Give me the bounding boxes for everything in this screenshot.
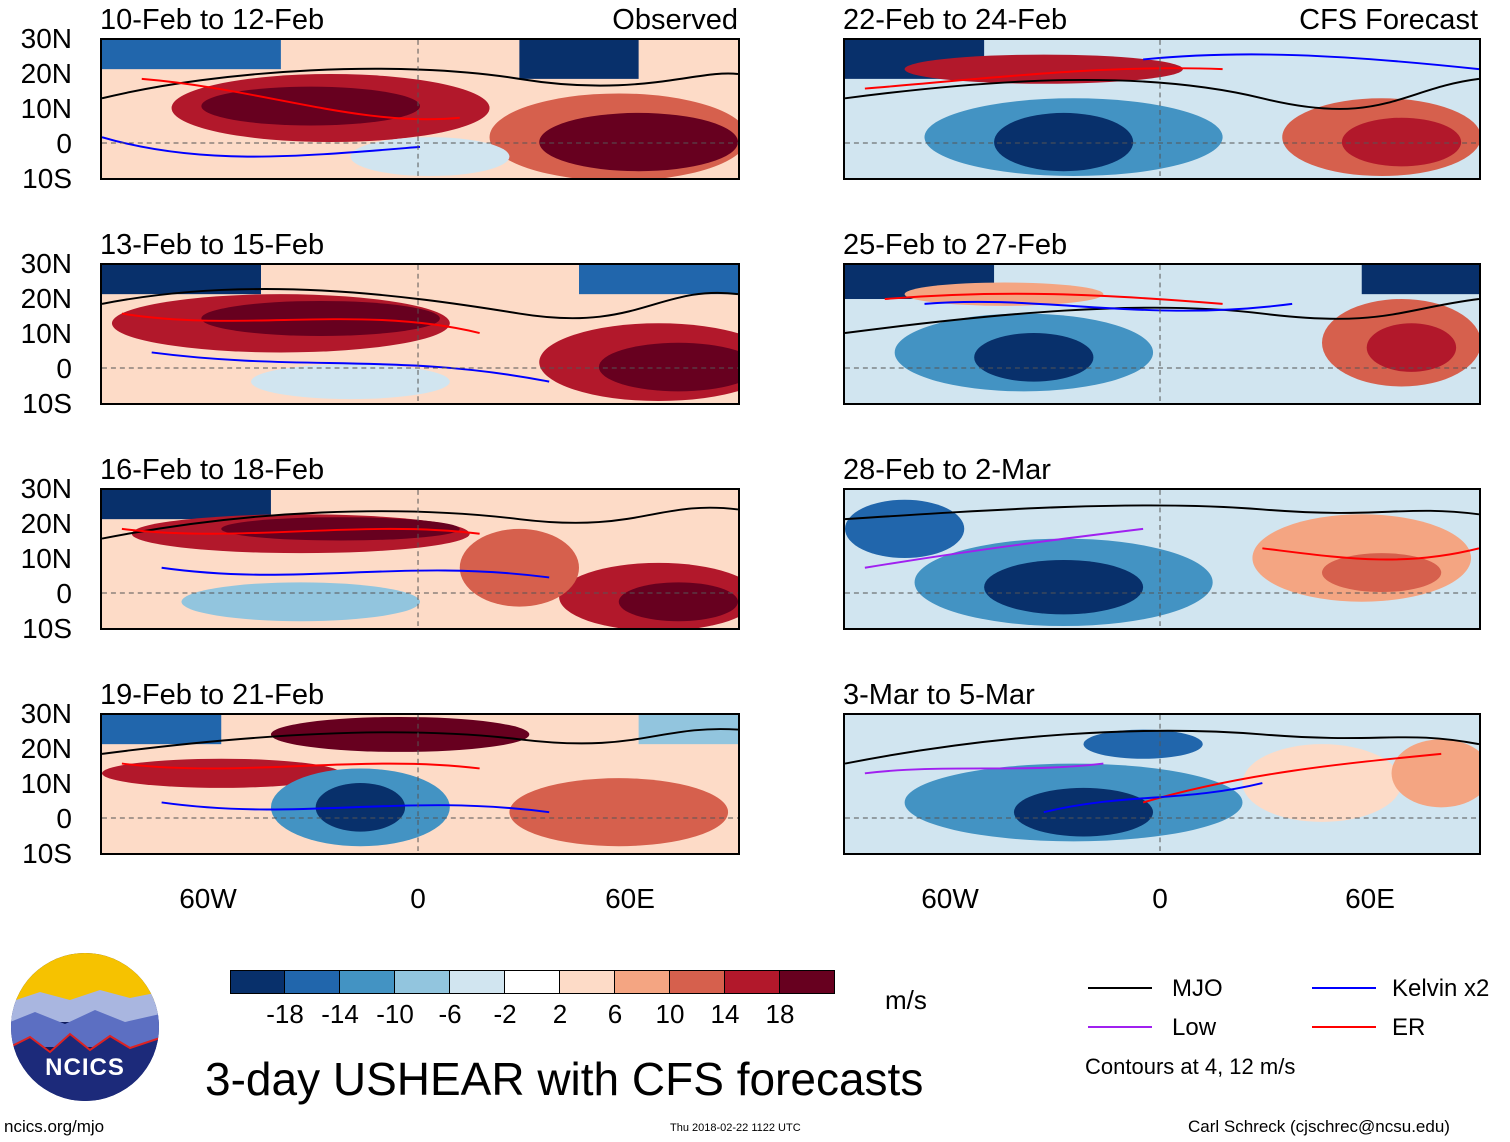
colorbar-swatch bbox=[505, 970, 560, 994]
lat-label: 20N bbox=[20, 283, 72, 314]
colorbar-label: 2 bbox=[552, 999, 568, 1029]
lon-label: 0 bbox=[410, 883, 426, 914]
lat-label: 10N bbox=[20, 543, 72, 574]
lat-label: 10S bbox=[22, 388, 72, 419]
logo-text: NCICS bbox=[45, 1054, 125, 1081]
colorbar-swatch bbox=[450, 970, 505, 994]
shear-map bbox=[100, 263, 740, 405]
shear-map bbox=[843, 263, 1481, 405]
colorbar-label: -2 bbox=[493, 999, 517, 1029]
colorbar-label: 14 bbox=[710, 999, 740, 1029]
legend-label: Kelvin x2 bbox=[1392, 975, 1490, 1002]
panel-title: 28-Feb to 2-Mar bbox=[843, 454, 1051, 486]
colorbar-label: 10 bbox=[655, 999, 685, 1029]
shear-map bbox=[843, 38, 1481, 180]
lat-label: 30N bbox=[20, 248, 72, 279]
observed-label: Observed bbox=[612, 4, 738, 36]
colorbar-label: 6 bbox=[607, 999, 623, 1029]
colorbar-swatch bbox=[395, 970, 450, 994]
footer-author: Carl Schreck (cjschrec@ncsu.edu) bbox=[1188, 1117, 1450, 1136]
lat-label: 0 bbox=[56, 353, 72, 384]
legend-label: Low bbox=[1172, 1014, 1217, 1041]
lat-label: 10S bbox=[22, 838, 72, 869]
legend-swatch-mjo bbox=[1088, 987, 1152, 989]
lon-label: 60E bbox=[605, 883, 655, 914]
shear-map bbox=[843, 488, 1481, 630]
lat-label: 10S bbox=[22, 613, 72, 644]
colorbar-swatch bbox=[670, 970, 725, 994]
lat-label: 10N bbox=[20, 768, 72, 799]
panel-title: 10-Feb to 12-Feb bbox=[100, 4, 325, 36]
colorbar-label: -6 bbox=[438, 999, 462, 1029]
legend-swatch-er bbox=[1312, 1026, 1376, 1028]
lat-label: 10N bbox=[20, 318, 72, 349]
lat-label: 10S bbox=[22, 163, 72, 194]
lat-label: 30N bbox=[20, 23, 72, 54]
shear-map bbox=[100, 713, 740, 855]
colorbar bbox=[230, 970, 835, 994]
colorbar-swatch bbox=[780, 970, 835, 994]
colorbar-swatch bbox=[340, 970, 395, 994]
colorbar-label: 18 bbox=[765, 999, 795, 1029]
forecast-label: CFS Forecast bbox=[1299, 4, 1478, 36]
shear-map bbox=[100, 38, 740, 180]
legend-swatch-kelvin bbox=[1312, 987, 1376, 989]
lat-label: 20N bbox=[20, 58, 72, 89]
lat-label: 30N bbox=[20, 473, 72, 504]
legend-swatch-low bbox=[1088, 1026, 1152, 1028]
lat-label: 0 bbox=[56, 578, 72, 609]
colorbar-swatch bbox=[725, 970, 780, 994]
panel-title: 16-Feb to 18-Feb bbox=[100, 454, 325, 486]
ncics-logo: NCICS bbox=[10, 952, 160, 1102]
lon-label: 60E bbox=[1345, 883, 1395, 914]
main-title: 3-day USHEAR with CFS forecasts bbox=[205, 1053, 924, 1105]
footer-url: ncics.org/mjo bbox=[4, 1117, 105, 1136]
ncics-logo-icon bbox=[11, 953, 159, 1101]
lon-label: 60W bbox=[179, 883, 237, 914]
lon-label: 60W bbox=[921, 883, 979, 914]
lat-label: 30N bbox=[20, 698, 72, 729]
colorbar-label: -18 bbox=[266, 999, 304, 1029]
panel-title: 19-Feb to 21-Feb bbox=[100, 679, 325, 711]
lat-label: 20N bbox=[20, 733, 72, 764]
legend-label: MJO bbox=[1172, 975, 1223, 1002]
panel-title: 22-Feb to 24-Feb bbox=[843, 4, 1068, 36]
lat-label: 0 bbox=[56, 128, 72, 159]
colorbar-swatch bbox=[285, 970, 340, 994]
contours-note: Contours at 4, 12 m/s bbox=[1085, 1054, 1296, 1079]
colorbar-label: -10 bbox=[376, 999, 414, 1029]
panel-title: 13-Feb to 15-Feb bbox=[100, 229, 325, 261]
lat-label: 10N bbox=[20, 93, 72, 124]
shear-map bbox=[843, 713, 1481, 855]
panel-title: 25-Feb to 27-Feb bbox=[843, 229, 1068, 261]
lon-label: 0 bbox=[1152, 883, 1168, 914]
colorbar-label: -14 bbox=[321, 999, 359, 1029]
panel-title: 3-Mar to 5-Mar bbox=[843, 679, 1035, 711]
lat-label: 0 bbox=[56, 803, 72, 834]
legend-label: ER bbox=[1392, 1014, 1426, 1041]
footer-timestamp: Thu 2018-02-22 1122 UTC bbox=[670, 1122, 801, 1134]
lat-label: 20N bbox=[20, 508, 72, 539]
colorbar-unit: m/s bbox=[885, 985, 927, 1015]
colorbar-swatch bbox=[230, 970, 285, 994]
colorbar-swatch bbox=[615, 970, 670, 994]
shear-map bbox=[100, 488, 740, 630]
colorbar-swatch bbox=[560, 970, 615, 994]
